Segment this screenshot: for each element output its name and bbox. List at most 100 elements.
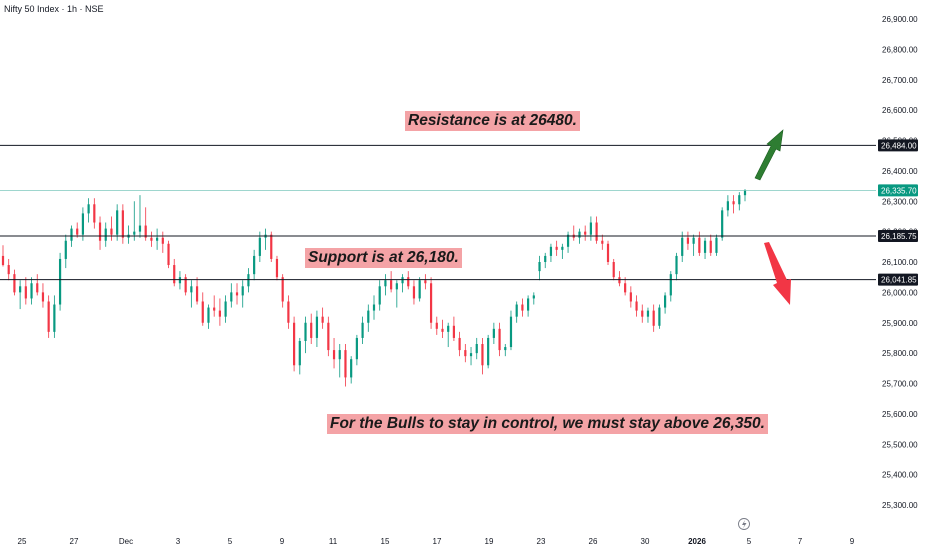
- candle-body: [646, 310, 650, 317]
- candle-body: [726, 201, 729, 211]
- y-tick-label: 26,000.00: [882, 288, 918, 297]
- candle-body: [275, 258, 279, 278]
- candle: [390, 271, 393, 293]
- level-support: 26,185.75: [0, 229, 918, 242]
- x-tick-label: 7: [798, 537, 803, 546]
- candle: [127, 225, 130, 244]
- candle-body: [681, 237, 684, 256]
- candle-body: [584, 231, 587, 235]
- candle: [338, 344, 341, 378]
- candle-body: [167, 243, 170, 266]
- candle: [715, 234, 718, 256]
- candle: [58, 252, 62, 311]
- candle-body: [635, 301, 638, 311]
- candle-body: [521, 304, 524, 311]
- candle-body: [207, 307, 210, 323]
- x-tick-label: 26: [589, 537, 598, 546]
- candle-body: [498, 328, 501, 351]
- candle: [555, 240, 558, 256]
- candle-body: [429, 283, 433, 323]
- candle: [726, 195, 729, 217]
- candle-body: [13, 274, 16, 293]
- candle: [641, 304, 644, 323]
- candle-body: [298, 340, 301, 366]
- candle: [173, 258, 176, 287]
- candle-body: [230, 292, 233, 302]
- candle: [572, 225, 575, 241]
- candle-body: [41, 292, 45, 302]
- candle: [321, 307, 324, 329]
- y-tick-label: 26,900.00: [882, 15, 918, 24]
- candle-body: [669, 274, 672, 296]
- y-tick-label: 25,600.00: [882, 410, 918, 419]
- candle: [76, 222, 79, 238]
- candle-body: [578, 231, 581, 238]
- candle: [184, 274, 187, 296]
- candle-body: [304, 322, 307, 341]
- candle: [509, 310, 513, 351]
- candle-body: [743, 190, 747, 196]
- candle-body: [692, 237, 695, 244]
- y-tick-label: 26,400.00: [882, 167, 918, 176]
- x-tick-label: 2026: [688, 537, 706, 546]
- candle-body: [247, 274, 250, 287]
- candle-body: [116, 210, 119, 235]
- candle: [355, 334, 358, 366]
- candle-body: [561, 246, 564, 250]
- candle-body: [258, 237, 261, 256]
- candle: [635, 295, 638, 317]
- candle-body: [178, 277, 182, 284]
- candle: [230, 283, 233, 308]
- candle-body: [738, 195, 741, 205]
- candle: [178, 271, 182, 290]
- candle-body: [281, 277, 284, 302]
- candle: [424, 274, 427, 290]
- candle: [601, 234, 604, 250]
- candle: [138, 195, 142, 238]
- candle: [87, 198, 90, 223]
- candle-body: [315, 316, 319, 338]
- candle: [538, 255, 541, 281]
- candle-body: [150, 237, 153, 241]
- candle-body: [327, 322, 330, 351]
- y-tick-label: 25,300.00: [882, 501, 918, 510]
- candle-body: [253, 255, 256, 275]
- candle: [475, 337, 478, 360]
- candle: [13, 269, 16, 296]
- candle-body: [703, 240, 707, 253]
- candle-body: [36, 283, 39, 293]
- candle: [721, 207, 724, 241]
- candle-body: [190, 286, 193, 293]
- candle-body: [601, 240, 604, 244]
- candle: [235, 283, 239, 305]
- x-tick-label: 9: [280, 537, 285, 546]
- candle: [658, 304, 661, 329]
- candle-body: [19, 286, 22, 293]
- y-tick-label: 26,800.00: [882, 45, 918, 54]
- candle: [395, 280, 398, 308]
- candle: [350, 356, 353, 384]
- candle-body: [652, 310, 655, 326]
- candle: [332, 337, 336, 369]
- candle-body: [475, 344, 478, 354]
- candle: [589, 216, 592, 241]
- y-tick-label: 25,800.00: [882, 349, 918, 358]
- candle-body: [138, 225, 142, 232]
- candle-body: [447, 325, 450, 332]
- candle-body: [509, 316, 513, 348]
- y-tick-label: 25,700.00: [882, 380, 918, 389]
- candle-body: [47, 301, 50, 332]
- candle: [367, 304, 370, 332]
- candle: [703, 237, 707, 259]
- candle: [207, 304, 210, 329]
- candle-body: [372, 304, 376, 311]
- candle: [7, 258, 10, 281]
- candle-body: [378, 286, 381, 305]
- candle: [681, 231, 684, 262]
- candle-body: [361, 322, 364, 338]
- candle: [527, 295, 530, 317]
- candle-body: [452, 325, 456, 338]
- candle-body: [384, 280, 387, 287]
- candle: [361, 316, 364, 345]
